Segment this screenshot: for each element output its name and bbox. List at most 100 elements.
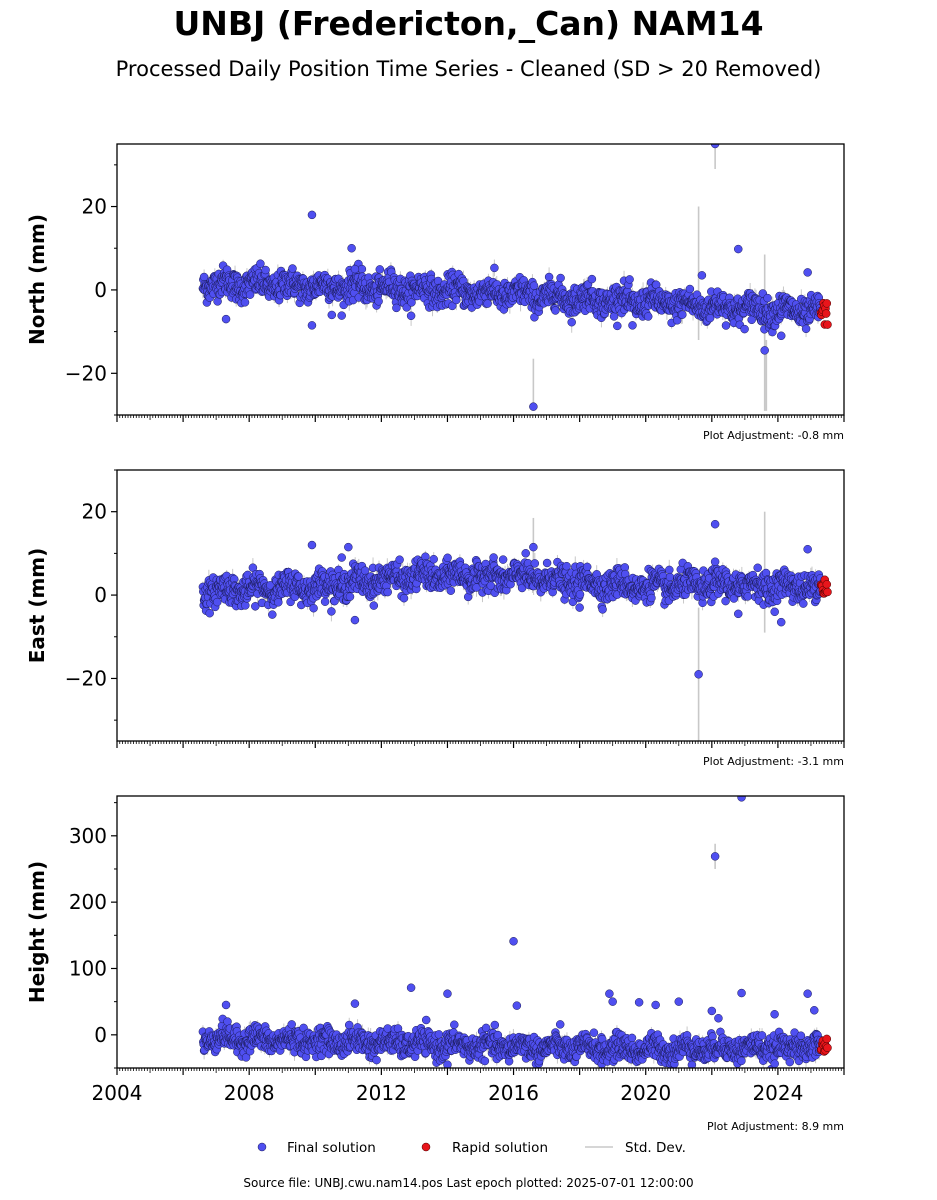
- final-point: [705, 313, 715, 323]
- final-point: [205, 608, 214, 618]
- final-outlier-point: [803, 268, 812, 277]
- final-point: [256, 259, 265, 268]
- final-point: [665, 565, 674, 575]
- final-point: [345, 592, 355, 601]
- y-tick-label: 0: [94, 583, 107, 607]
- final-point: [486, 581, 496, 590]
- final-outlier-point: [734, 609, 743, 619]
- chart-title: UNBJ (Fredericton,_Can) NAM14: [173, 4, 764, 43]
- y-axis-label: North (mm): [25, 214, 49, 345]
- final-point: [743, 592, 753, 601]
- final-point: [542, 558, 552, 568]
- final-point: [489, 553, 498, 562]
- plot-area: [198, 144, 832, 411]
- final-outlier-point: [350, 615, 360, 625]
- final-point: [801, 324, 811, 334]
- final-outlier-point: [760, 346, 769, 355]
- final-point: [521, 549, 530, 558]
- final-point: [268, 610, 277, 619]
- y-tick-label: 20: [82, 500, 107, 524]
- final-outlier-point: [575, 603, 584, 612]
- final-outlier-point: [344, 542, 353, 552]
- final-point: [309, 603, 318, 613]
- final-point: [598, 605, 607, 614]
- chart-subtitle: Processed Daily Position Time Series - C…: [115, 57, 822, 81]
- final-point: [288, 264, 297, 273]
- final-point: [625, 275, 634, 284]
- final-point: [375, 265, 385, 274]
- final-point: [721, 321, 731, 330]
- final-point: [320, 597, 330, 606]
- final-point: [483, 299, 492, 308]
- final-point: [556, 273, 565, 283]
- final-point: [544, 272, 554, 282]
- y-tick-label: 0: [94, 278, 107, 302]
- final-point: [582, 562, 592, 572]
- plot-frame: [116, 469, 845, 742]
- final-outlier-point: [710, 144, 720, 149]
- final-point: [392, 303, 401, 313]
- final-point: [374, 297, 383, 306]
- final-outlier-point: [350, 264, 360, 274]
- final-point: [429, 554, 438, 564]
- final-outlier-point: [307, 321, 317, 330]
- final-outlier-point: [337, 553, 346, 562]
- final-point: [530, 559, 540, 568]
- final-point: [490, 263, 499, 273]
- final-point: [446, 586, 456, 595]
- final-point: [251, 602, 260, 611]
- rapid-solution-points: [816, 575, 832, 598]
- final-point: [613, 321, 622, 331]
- final-outlier-point: [347, 243, 356, 253]
- final-point: [529, 281, 539, 290]
- plot-adjustment-note: Plot Adjustment: -3.1 mm: [703, 755, 844, 768]
- y-tick-label: 20: [82, 195, 107, 219]
- rapid-solution-points: [816, 298, 832, 329]
- final-outlier-point: [327, 310, 337, 320]
- panel-east: −20 0 20 East (mm) Plot Adjustment: -3.1 mm: [25, 469, 845, 768]
- final-point: [448, 301, 457, 311]
- final-point: [685, 284, 695, 294]
- plot-area: [198, 511, 832, 741]
- final-outlier-point: [803, 544, 812, 554]
- final-point: [498, 555, 508, 564]
- final-point: [406, 311, 416, 321]
- final-outlier-point: [694, 670, 703, 679]
- final-point: [567, 317, 576, 327]
- final-point: [241, 601, 250, 610]
- final-point: [575, 590, 585, 599]
- rapid-point: [822, 580, 832, 589]
- final-point: [395, 555, 404, 564]
- final-point: [678, 310, 687, 319]
- final-point: [643, 312, 653, 321]
- final-point: [647, 593, 656, 603]
- final-outlier-point: [628, 321, 637, 330]
- plot-adjustment-note: Plot Adjustment: -0.8 mm: [703, 429, 844, 442]
- final-point: [562, 561, 571, 571]
- panel-north: −20 0 20 North (mm) Plot Adjustment: -0.8 mm: [25, 143, 845, 442]
- final-point: [665, 572, 675, 582]
- final-point: [212, 597, 222, 607]
- stddev-bars: [202, 511, 821, 741]
- final-point: [443, 553, 452, 563]
- plot-area: [198, 796, 832, 1068]
- final-outlier-point: [307, 540, 317, 550]
- final-outlier-point: [734, 244, 743, 254]
- y-axis-label: East (mm): [25, 548, 49, 664]
- final-point: [721, 596, 730, 606]
- final-outlier-point: [221, 314, 231, 324]
- final-point: [327, 607, 336, 616]
- final-point: [274, 598, 283, 607]
- final-point: [587, 274, 597, 284]
- final-point: [753, 563, 762, 573]
- final-point: [452, 295, 461, 305]
- final-outlier-point: [307, 210, 317, 220]
- final-outlier-point: [710, 519, 720, 529]
- final-outlier-point: [697, 271, 707, 280]
- final-point: [261, 265, 270, 275]
- final-point: [770, 607, 779, 617]
- y-tick-label: −20: [65, 666, 107, 690]
- rapid-point: [821, 309, 831, 318]
